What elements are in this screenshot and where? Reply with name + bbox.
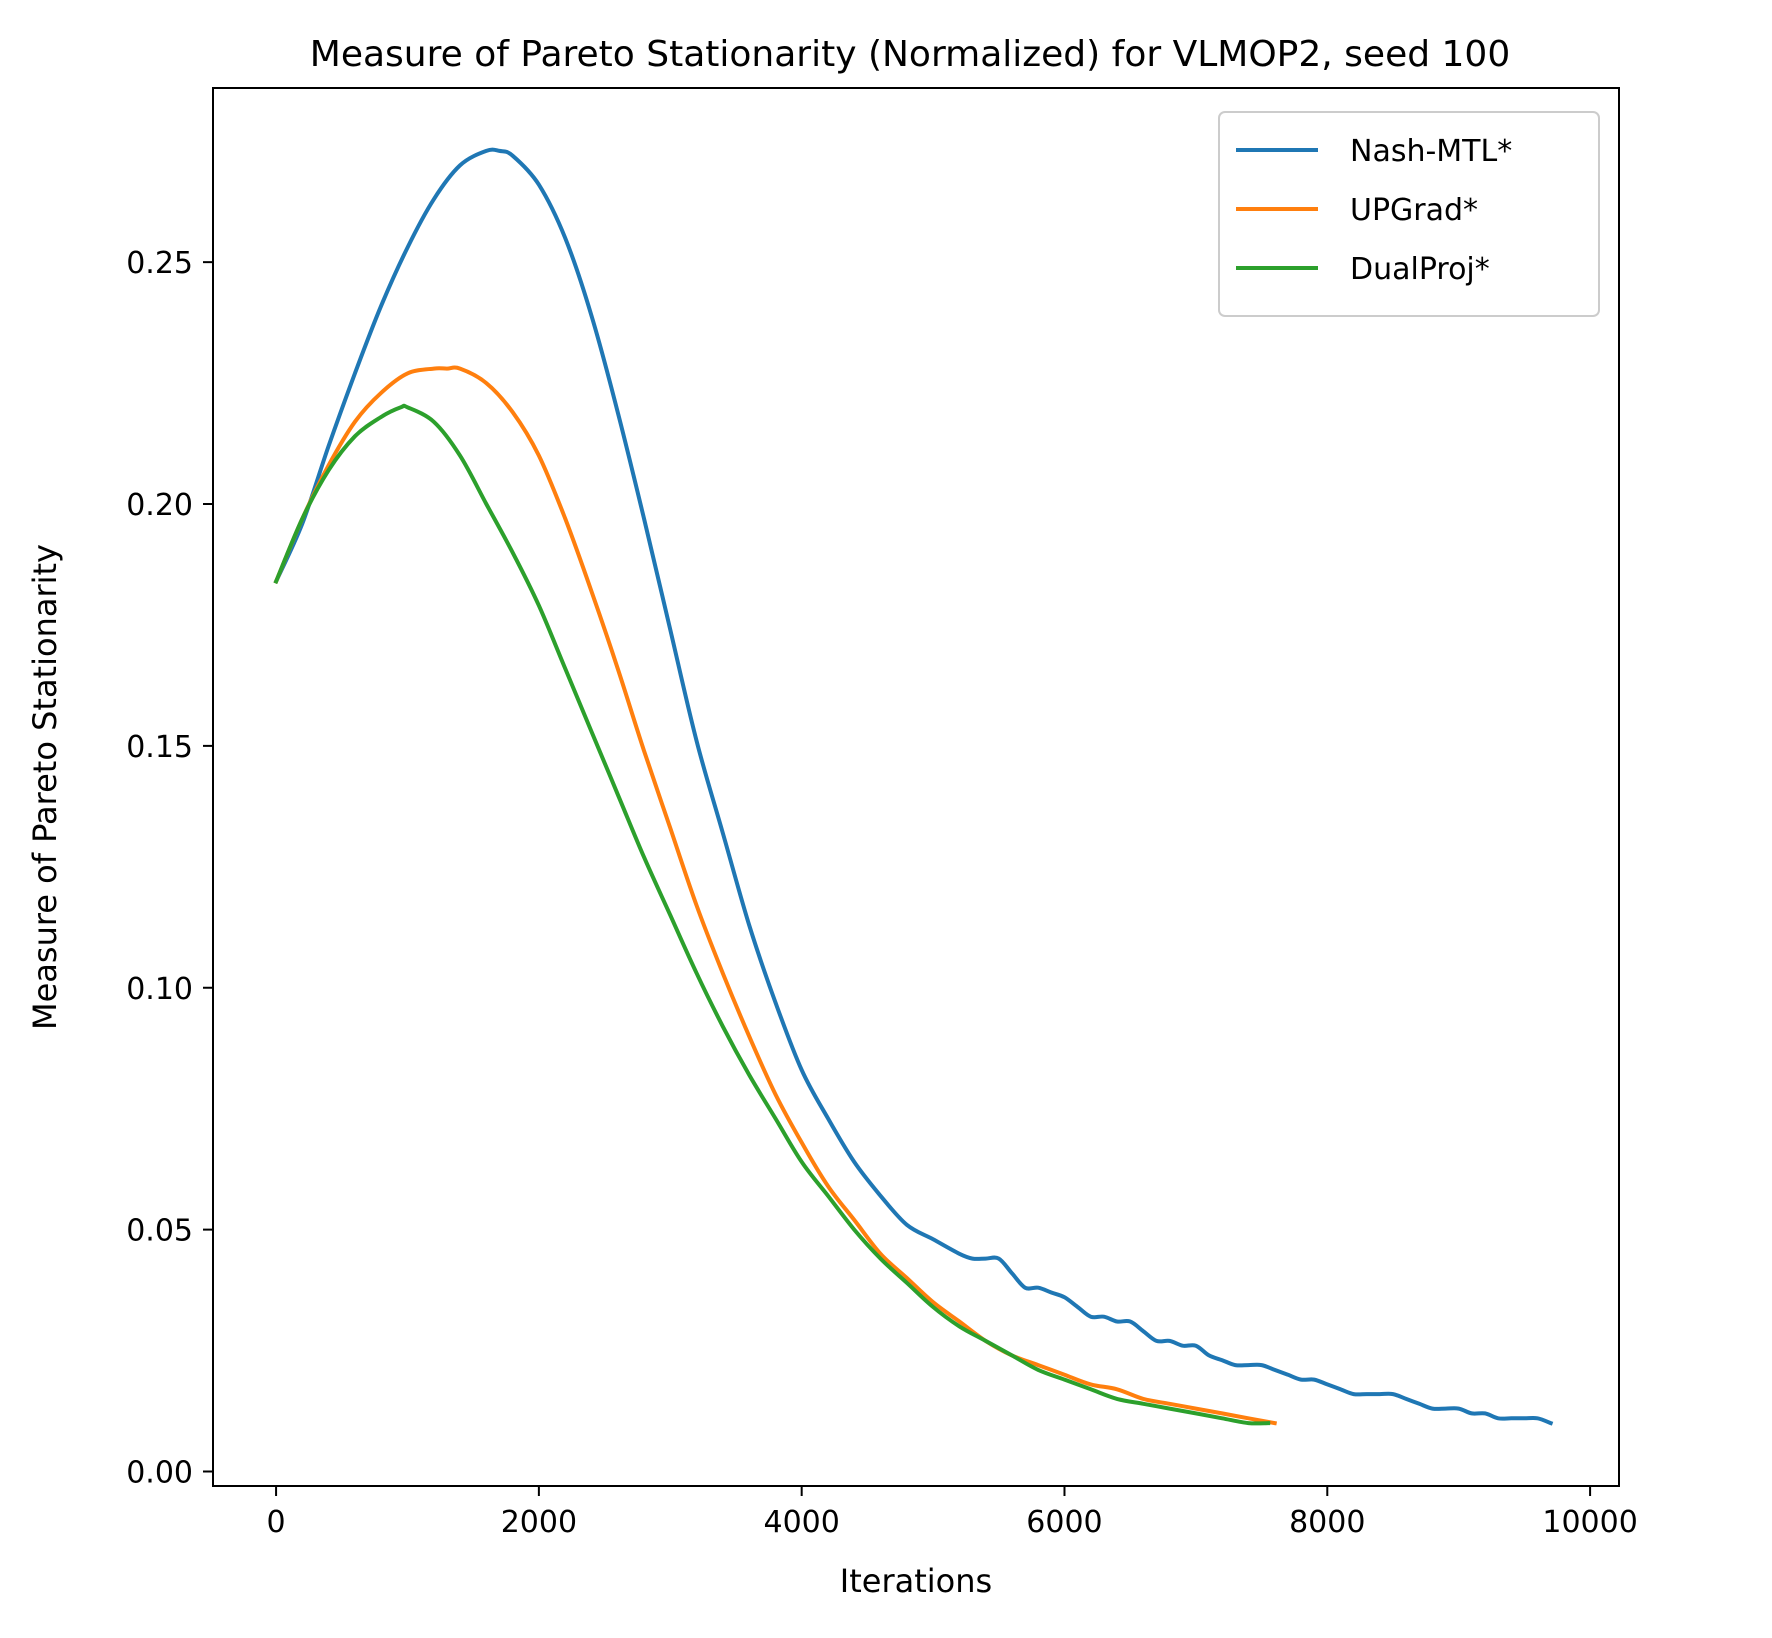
x-tick-label: 10000: [1542, 1505, 1637, 1540]
legend: Nash-MTL* UPGrad* DualProj*: [1218, 111, 1600, 317]
y-axis-label: Measure of Pareto Stationarity: [26, 544, 64, 1030]
y-tick-label: 0.10: [126, 972, 193, 1007]
x-axis-label: Iterations: [840, 1562, 992, 1600]
y-tick-label: 0.15: [126, 730, 193, 765]
y-tick-label: 0.20: [126, 488, 193, 523]
x-tick-label: 6000: [1026, 1505, 1102, 1540]
x-axis: 0 2000 4000 6000 8000 10000: [267, 1486, 1638, 1540]
series-line-2: [273, 403, 1271, 1426]
plot-area: [273, 147, 1554, 1426]
x-tick-label: 8000: [1289, 1505, 1365, 1540]
x-tick-label: 0: [267, 1505, 286, 1540]
chart-title: Measure of Pareto Stationarity (Normaliz…: [310, 34, 1510, 75]
y-tick-label: 0.25: [126, 246, 193, 281]
legend-label-0: Nash-MTL*: [1350, 134, 1512, 169]
y-tick-label: 0.00: [126, 1455, 193, 1490]
x-tick-label: 4000: [764, 1505, 840, 1540]
legend-box: [1218, 111, 1600, 317]
series-line-0: [273, 147, 1554, 1426]
y-tick-label: 0.05: [126, 1214, 193, 1249]
y-axis: 0.00 0.05 0.10 0.15 0.20 0.25: [126, 246, 213, 1490]
series-line-1: [273, 365, 1278, 1426]
plot-frame: [212, 87, 1620, 1487]
legend-label-2: DualProj*: [1350, 252, 1490, 287]
legend-label-1: UPGrad*: [1350, 193, 1478, 228]
x-tick-label: 2000: [501, 1505, 577, 1540]
